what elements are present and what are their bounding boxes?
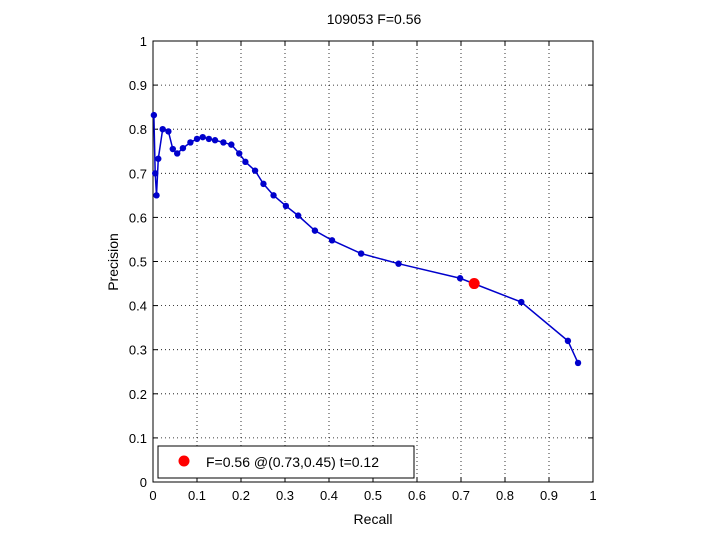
y-tick-label: 0.7 bbox=[129, 166, 147, 181]
data-point bbox=[295, 212, 302, 219]
x-tick-label: 0.9 bbox=[540, 488, 558, 503]
y-axis-title: Precision bbox=[105, 233, 121, 291]
data-point bbox=[150, 111, 158, 119]
data-point bbox=[169, 145, 176, 153]
legend: F=0.56 @(0.73,0.45) t=0.12 bbox=[157, 445, 415, 479]
data-point bbox=[205, 135, 213, 143]
data-point bbox=[153, 192, 160, 199]
y-tick-label: 0.8 bbox=[129, 122, 147, 137]
y-tick-label: 0.5 bbox=[129, 255, 147, 270]
x-tick-label: 0.8 bbox=[496, 488, 514, 503]
y-tick-label: 0.4 bbox=[129, 299, 147, 314]
data-point bbox=[357, 250, 365, 257]
x-tick-label: 0.7 bbox=[452, 488, 470, 503]
x-tick-label: 0.2 bbox=[232, 488, 250, 503]
data-point bbox=[518, 298, 525, 306]
data-point bbox=[251, 167, 259, 174]
data-point bbox=[155, 155, 162, 162]
data-point bbox=[311, 227, 319, 234]
best-f-point bbox=[468, 278, 480, 290]
chart-title: 109053 F=0.56 bbox=[327, 11, 422, 27]
data-point bbox=[456, 275, 464, 282]
data-point bbox=[270, 192, 277, 199]
y-tick-label: 0.2 bbox=[129, 387, 147, 402]
data-point bbox=[574, 359, 582, 367]
x-tick-label: 0 bbox=[149, 488, 156, 503]
data-point bbox=[220, 139, 227, 146]
data-point bbox=[193, 135, 201, 143]
legend-label: F=0.56 @(0.73,0.45) t=0.12 bbox=[206, 454, 379, 470]
data-point bbox=[395, 260, 402, 267]
data-point bbox=[165, 128, 172, 135]
data-point bbox=[199, 133, 206, 141]
y-tick-label: 0 bbox=[140, 475, 147, 490]
data-point bbox=[179, 144, 187, 152]
x-tick-label: 0.3 bbox=[276, 488, 294, 503]
y-tick-label: 0.3 bbox=[129, 343, 147, 358]
data-point bbox=[564, 337, 572, 345]
legend-marker bbox=[178, 455, 190, 467]
data-point bbox=[174, 150, 181, 157]
x-axis-title: Recall bbox=[354, 511, 393, 527]
data-point bbox=[159, 126, 166, 133]
x-tick-label: 0.4 bbox=[320, 488, 338, 503]
data-point bbox=[228, 141, 235, 148]
data-point bbox=[152, 170, 159, 177]
data-point bbox=[236, 150, 243, 157]
plot-area: 0 0.1 0.2 0.3 0.4 0.5 0.6 0.7 0.8 0.9 1 0 0.1 0.2 0.3 0… bbox=[129, 34, 597, 503]
data-point bbox=[282, 202, 290, 210]
data-point bbox=[328, 237, 336, 244]
x-tick-label: 0.5 bbox=[364, 488, 382, 503]
x-tick-label: 1 bbox=[589, 488, 596, 503]
data-point bbox=[242, 158, 249, 166]
legend-box bbox=[157, 445, 415, 479]
x-tick-label: 0.1 bbox=[188, 488, 206, 503]
x-tick-label: 0.6 bbox=[408, 488, 426, 503]
data-point bbox=[187, 139, 194, 146]
y-tick-label: 0.9 bbox=[129, 78, 147, 93]
data-point bbox=[211, 137, 219, 144]
data-point bbox=[260, 180, 267, 188]
y-tick-label: 0.1 bbox=[129, 431, 147, 446]
y-tick-label: 0.6 bbox=[129, 210, 147, 225]
y-tick-label: 1 bbox=[140, 34, 147, 49]
